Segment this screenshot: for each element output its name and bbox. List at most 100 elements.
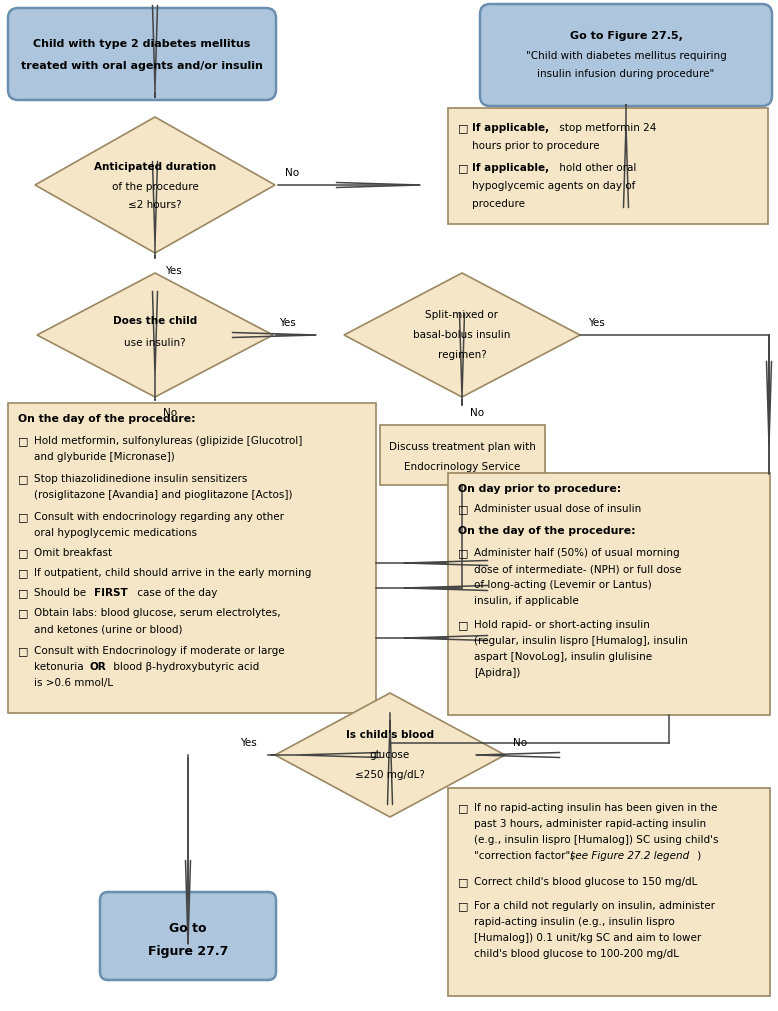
Text: On the day of the procedure:: On the day of the procedure:: [458, 526, 636, 536]
Text: □: □: [458, 123, 468, 133]
Text: oral hypoglycemic medications: oral hypoglycemic medications: [34, 528, 197, 538]
Text: □: □: [458, 877, 468, 887]
Text: ): ): [694, 851, 701, 861]
Text: ≤250 mg/dL?: ≤250 mg/dL?: [355, 770, 425, 780]
FancyBboxPatch shape: [448, 108, 768, 224]
Text: [Humalog]) 0.1 unit/kg SC and aim to lower: [Humalog]) 0.1 unit/kg SC and aim to low…: [474, 933, 701, 943]
Text: case of the day: case of the day: [134, 588, 217, 598]
Text: use insulin?: use insulin?: [124, 338, 186, 348]
Text: □: □: [458, 620, 468, 630]
Text: Child with type 2 diabetes mellitus: Child with type 2 diabetes mellitus: [33, 39, 251, 49]
Text: If no rapid-acting insulin has been given in the: If no rapid-acting insulin has been give…: [474, 803, 717, 813]
Text: insulin infusion during procedure": insulin infusion during procedure": [538, 69, 715, 79]
Text: On day prior to procedure:: On day prior to procedure:: [458, 484, 622, 494]
Polygon shape: [35, 117, 275, 253]
Text: No: No: [470, 408, 484, 418]
Text: If outpatient, child should arrive in the early morning: If outpatient, child should arrive in th…: [34, 568, 311, 578]
Text: □: □: [18, 588, 29, 598]
Text: OR: OR: [90, 662, 107, 672]
Text: If applicable,: If applicable,: [472, 123, 549, 133]
Text: Yes: Yes: [240, 738, 257, 748]
Text: Discuss treatment plan with: Discuss treatment plan with: [389, 442, 536, 452]
Text: Is child's blood: Is child's blood: [346, 730, 434, 740]
Text: (rosiglitazone [Avandia] and pioglitazone [Actos]): (rosiglitazone [Avandia] and pioglitazon…: [34, 490, 293, 500]
Text: Does the child: Does the child: [113, 316, 197, 326]
Text: Split-mixed or: Split-mixed or: [426, 310, 499, 320]
Text: No: No: [163, 408, 177, 418]
Polygon shape: [37, 273, 273, 397]
Text: □: □: [18, 512, 29, 522]
Text: blood β-hydroxybutyric acid: blood β-hydroxybutyric acid: [110, 662, 259, 672]
Text: rapid-acting insulin (e.g., insulin lispro: rapid-acting insulin (e.g., insulin lisp…: [474, 917, 675, 927]
FancyBboxPatch shape: [380, 425, 545, 485]
Text: dose of intermediate- (NPH) or full dose: dose of intermediate- (NPH) or full dose: [474, 564, 682, 574]
Text: □: □: [18, 646, 29, 656]
Text: Endocrinology Service: Endocrinology Service: [405, 462, 520, 472]
Text: No: No: [513, 738, 527, 748]
Text: [Apidra]): [Apidra]): [474, 668, 520, 678]
Text: hypoglycemic agents on day of: hypoglycemic agents on day of: [472, 181, 636, 191]
Text: □: □: [18, 608, 29, 618]
Text: procedure: procedure: [472, 199, 525, 209]
Text: Omit breakfast: Omit breakfast: [34, 548, 112, 558]
Text: insulin, if applicable: insulin, if applicable: [474, 596, 579, 606]
Text: FIRST: FIRST: [94, 588, 128, 598]
Text: Anticipated duration: Anticipated duration: [94, 162, 216, 172]
Text: □: □: [18, 436, 29, 446]
Text: child's blood glucose to 100-200 mg/dL: child's blood glucose to 100-200 mg/dL: [474, 949, 679, 959]
Text: Figure 27.7: Figure 27.7: [148, 945, 228, 958]
Text: (regular, insulin lispro [Humalog], insulin: (regular, insulin lispro [Humalog], insu…: [474, 636, 688, 646]
Text: Hold metformin, sulfonylureas (glipizide [Glucotrol]: Hold metformin, sulfonylureas (glipizide…: [34, 436, 303, 446]
Text: Should be: Should be: [34, 588, 89, 598]
Text: Obtain labs: blood glucose, serum electrolytes,: Obtain labs: blood glucose, serum electr…: [34, 608, 281, 618]
Text: and glyburide [Micronase]): and glyburide [Micronase]): [34, 452, 175, 462]
Text: is >0.6 mmol/L: is >0.6 mmol/L: [34, 678, 113, 688]
Text: Consult with endocrinology regarding any other: Consult with endocrinology regarding any…: [34, 512, 284, 522]
Text: hold other oral: hold other oral: [556, 163, 636, 173]
Text: Correct child's blood glucose to 150 mg/dL: Correct child's blood glucose to 150 mg/…: [474, 877, 697, 887]
Text: of the procedure: of the procedure: [111, 182, 198, 192]
Polygon shape: [344, 273, 580, 397]
Text: treated with oral agents and/or insulin: treated with oral agents and/or insulin: [21, 61, 263, 71]
FancyBboxPatch shape: [8, 8, 276, 100]
Text: of long-acting (Levemir or Lantus): of long-acting (Levemir or Lantus): [474, 580, 652, 590]
Text: aspart [NovoLog], insulin glulisine: aspart [NovoLog], insulin glulisine: [474, 652, 652, 662]
Text: and ketones (urine or blood): and ketones (urine or blood): [34, 624, 183, 634]
FancyBboxPatch shape: [448, 788, 770, 996]
Text: □: □: [18, 474, 29, 484]
Text: □: □: [458, 163, 468, 173]
Text: regimen?: regimen?: [437, 350, 486, 360]
Text: □: □: [458, 504, 468, 514]
Text: □: □: [458, 901, 468, 911]
Text: □: □: [458, 548, 468, 558]
Text: Go to: Go to: [170, 921, 207, 934]
Text: glucose: glucose: [370, 750, 410, 760]
Text: □: □: [18, 568, 29, 578]
Text: □: □: [18, 548, 29, 558]
Text: Administer usual dose of insulin: Administer usual dose of insulin: [474, 504, 641, 514]
Text: basal-bolus insulin: basal-bolus insulin: [413, 330, 510, 340]
Text: On the day of the procedure:: On the day of the procedure:: [18, 413, 195, 424]
Text: For a child not regularly on insulin, administer: For a child not regularly on insulin, ad…: [474, 901, 715, 911]
Polygon shape: [275, 693, 505, 817]
Text: Stop thiazolidinedione insulin sensitizers: Stop thiazolidinedione insulin sensitize…: [34, 474, 247, 484]
Text: Yes: Yes: [279, 318, 296, 328]
Text: hours prior to procedure: hours prior to procedure: [472, 141, 600, 151]
Text: If applicable,: If applicable,: [472, 163, 549, 173]
Text: Hold rapid- or short-acting insulin: Hold rapid- or short-acting insulin: [474, 620, 650, 630]
Text: Yes: Yes: [165, 266, 182, 276]
Text: "correction factor"(: "correction factor"(: [474, 851, 574, 861]
Text: (e.g., insulin lispro [Humalog]) SC using child's: (e.g., insulin lispro [Humalog]) SC usin…: [474, 835, 719, 845]
FancyBboxPatch shape: [100, 892, 276, 980]
Text: stop metformin 24: stop metformin 24: [556, 123, 657, 133]
Text: No: No: [285, 168, 299, 178]
Text: Yes: Yes: [588, 318, 605, 328]
Text: Consult with Endocrinology if moderate or large: Consult with Endocrinology if moderate o…: [34, 646, 285, 656]
Text: ketonuria: ketonuria: [34, 662, 87, 672]
Text: □: □: [458, 803, 468, 813]
Text: see Figure 27.2 legend: see Figure 27.2 legend: [570, 851, 689, 861]
Text: past 3 hours, administer rapid-acting insulin: past 3 hours, administer rapid-acting in…: [474, 819, 706, 829]
FancyBboxPatch shape: [8, 403, 376, 713]
FancyBboxPatch shape: [448, 473, 770, 715]
FancyBboxPatch shape: [480, 4, 772, 106]
